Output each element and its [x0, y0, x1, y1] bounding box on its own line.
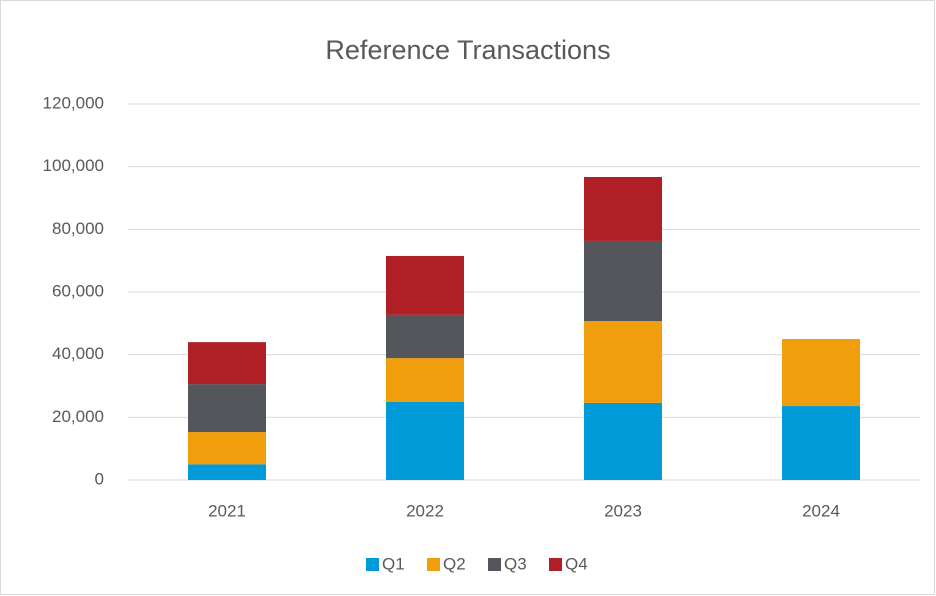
legend-label: Q1 — [382, 554, 405, 573]
y-tick-label: 100,000 — [43, 156, 104, 175]
y-tick-label: 60,000 — [52, 281, 104, 300]
bar-segment — [386, 358, 464, 402]
bar-segment — [188, 342, 266, 385]
y-tick-label: 120,000 — [43, 93, 104, 112]
bar-segment — [782, 339, 860, 407]
legend-label: Q4 — [565, 554, 588, 573]
bar-segment — [386, 401, 464, 480]
bar-segment — [584, 177, 662, 241]
x-tick-label: 2021 — [208, 501, 246, 520]
legend-swatch — [549, 558, 562, 571]
legend-label: Q2 — [443, 554, 466, 573]
x-tick-label: 2022 — [406, 501, 444, 520]
bar-segment — [782, 406, 860, 480]
chart-title: Reference Transactions — [325, 35, 610, 65]
y-tick-label: 20,000 — [52, 407, 104, 426]
bar-segment — [584, 240, 662, 322]
legend-swatch — [427, 558, 440, 571]
bar-segment — [584, 321, 662, 403]
x-tick-label: 2023 — [604, 501, 642, 520]
bar-segment — [188, 384, 266, 433]
legend-swatch — [366, 558, 379, 571]
y-tick-label: 40,000 — [52, 344, 104, 363]
y-tick-label: 80,000 — [52, 219, 104, 238]
bar-segment — [584, 402, 662, 480]
x-tick-label: 2024 — [802, 501, 840, 520]
bar-segment — [188, 432, 266, 465]
bar-segment — [386, 314, 464, 359]
legend-label: Q3 — [504, 554, 527, 573]
legend-swatch — [488, 558, 501, 571]
bar-segment — [188, 464, 266, 480]
bar-segment — [386, 255, 464, 315]
y-tick-label: 0 — [95, 469, 104, 488]
